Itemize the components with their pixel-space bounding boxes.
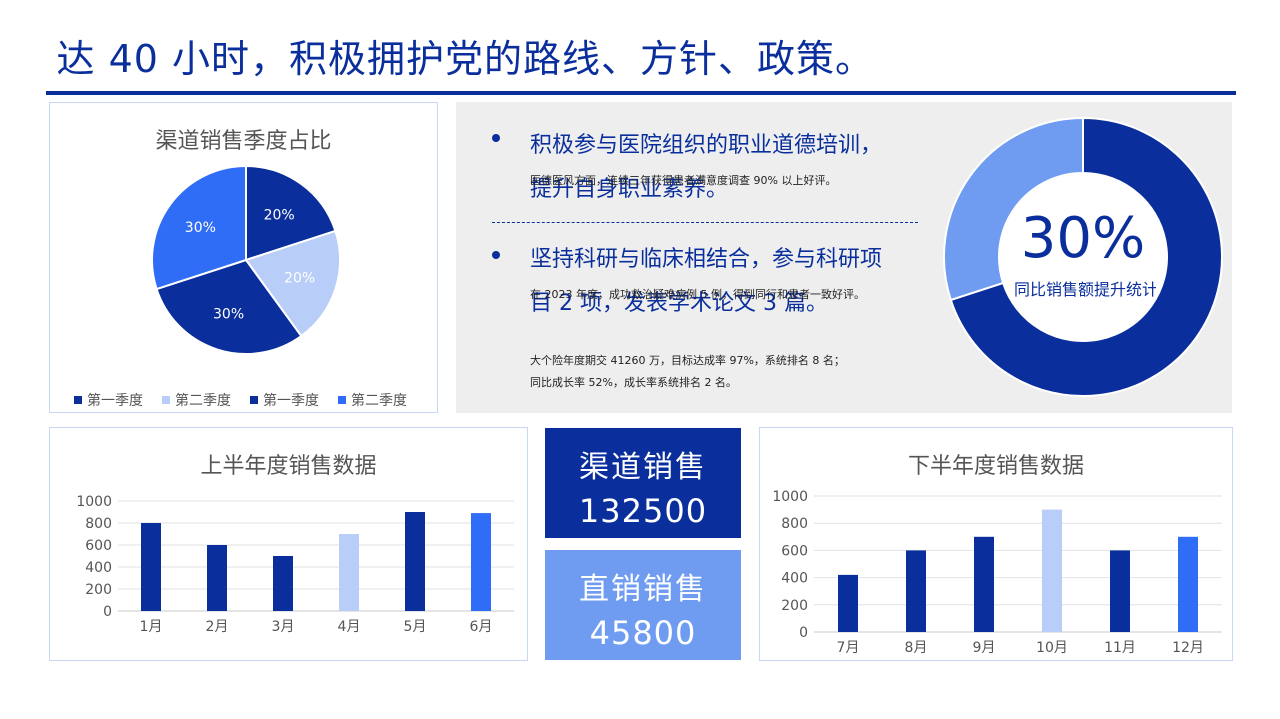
channel-sales-label: 渠道销售 — [579, 450, 707, 485]
y-tick-label: 800 — [85, 516, 112, 532]
legend-label: 第一季度 — [87, 392, 143, 409]
note-line-2: 同比成长率 52%，成长率系统排名 2 名。 — [530, 376, 737, 389]
bar — [141, 523, 161, 611]
legend-swatch — [250, 396, 258, 404]
x-tick-label: 1月 — [140, 619, 163, 635]
x-tick-label: 4月 — [338, 619, 361, 635]
bullet-1-text: 积极参与医院组织的职业道德培训，提升自身职业素养。 — [530, 133, 883, 202]
bar — [1110, 550, 1130, 632]
pie-slice — [151, 164, 247, 291]
x-tick-label: 3月 — [272, 619, 295, 635]
x-tick-label: 5月 — [404, 619, 427, 635]
kpi-caption-wrap: 同比销售额提升统计 — [1010, 276, 1156, 300]
x-tick-label: 7月 — [837, 640, 860, 656]
pie-slice — [244, 229, 341, 338]
bullet-marker — [492, 251, 500, 259]
bullet-marker — [492, 134, 500, 142]
y-tick-label: 1000 — [76, 494, 112, 510]
x-tick-label: 10月 — [1036, 640, 1068, 656]
h1-bar-chart: 0 200 400 600 800 1000 1月 2月 3月 4月 5月 6月 — [76, 494, 514, 635]
bar — [1178, 536, 1198, 632]
bullet-2-text: 坚持科研与临床相结合，参与科研项目 2 项，发表学术论文 3 篇。 — [530, 247, 883, 316]
note-line-1: 大个险年度期交 41260 万，目标达成率 97%，系统排名 8 名； — [530, 354, 845, 367]
legend-swatch — [338, 396, 346, 404]
x-tick-label: 12月 — [1172, 640, 1204, 656]
y-tick-label: 600 — [781, 543, 808, 559]
h2-bar-chart-panel: 下半年度销售数据 0 200 400 600 800 1000 7月 8月 9月 10月 11月 12… — [759, 427, 1233, 661]
bar — [273, 556, 293, 611]
pie-data-label: 20% — [264, 207, 295, 223]
pie-data-label: 30% — [185, 220, 216, 236]
pie-data-label: 30% — [213, 307, 244, 323]
bar — [207, 545, 227, 611]
title-divider — [46, 91, 1236, 95]
direct-sales-label: 直销销售 — [579, 572, 707, 607]
x-tick-label: 9月 — [973, 640, 996, 656]
h2-chart-title: 下半年度销售数据 — [907, 454, 1084, 479]
legend-label: 第二季度 — [351, 392, 407, 409]
kpi-percent: 30% — [1020, 206, 1146, 271]
x-tick-label: 8月 — [905, 640, 928, 656]
page-title: 达 40 小时，积极拥护党的路线、方针、政策。 — [56, 37, 874, 81]
y-tick-label: 1000 — [772, 489, 808, 505]
legend-swatch — [74, 396, 82, 404]
y-tick-label: 200 — [85, 582, 112, 598]
h1-bar-chart-panel: 上半年度销售数据 0 200 400 600 800 1000 1月 2月 3月 4月 5月 6月 — [49, 427, 528, 661]
bar — [838, 574, 858, 632]
bar — [1042, 509, 1062, 632]
h2-bar-chart: 0 200 400 600 800 1000 7月 8月 9月 10月 11月 12月 — [772, 489, 1222, 656]
y-tick-label: 800 — [781, 516, 808, 532]
kpi-donut — [943, 116, 1223, 397]
y-tick-label: 400 — [781, 571, 808, 587]
pie-chart: 20% 20% 30% 30% 第一季度 第二季度 第一季度 第二季度 — [74, 164, 407, 409]
y-tick-label: 0 — [799, 625, 808, 641]
bar — [974, 536, 994, 632]
channel-sales-value: 132500 — [578, 492, 708, 530]
bar — [405, 512, 425, 611]
bar — [906, 550, 926, 632]
dashed-divider — [492, 222, 918, 223]
x-tick-label: 2月 — [206, 619, 229, 635]
donut-filled-arc — [949, 116, 1223, 397]
channel-sales-box: 渠道销售 132500 — [545, 428, 741, 538]
legend-label: 第二季度 — [175, 392, 231, 409]
pie-chart-panel: 渠道销售季度占比 20% 20% 30% 30% 第一季度 第二季度 第一季度 第二季度 — [49, 102, 438, 413]
direct-sales-value: 45800 — [589, 614, 697, 652]
y-tick-label: 200 — [781, 598, 808, 614]
x-tick-label: 6月 — [470, 619, 493, 635]
bullet-2-detail: 在 2023 年度，成功救治疑难病例 5 例，得到同行和患者一致好评。 — [530, 288, 865, 301]
bar — [339, 534, 359, 611]
donut-hole — [1000, 174, 1166, 340]
y-tick-label: 400 — [85, 560, 112, 576]
pie-data-label: 20% — [284, 270, 315, 286]
legend-label: 第一季度 — [263, 392, 319, 409]
legend-swatch — [162, 396, 170, 404]
direct-sales-box: 直销销售 45800 — [545, 550, 741, 660]
y-tick-label: 600 — [85, 538, 112, 554]
pie-slice — [155, 258, 303, 355]
donut-remaining-arc — [943, 116, 1084, 302]
y-tick-label: 0 — [103, 604, 112, 620]
pie-slice — [245, 164, 337, 262]
h1-chart-title: 上半年度销售数据 — [200, 454, 377, 479]
pie-chart-title: 渠道销售季度占比 — [155, 129, 332, 154]
bar — [471, 513, 491, 611]
bullet-1-detail: 医德医风方面，连续三年获得患者满意度调查 90% 以上好评。 — [530, 174, 837, 187]
kpi-caption: 同比销售额提升统计 — [1014, 280, 1156, 299]
x-tick-label: 11月 — [1104, 640, 1136, 656]
